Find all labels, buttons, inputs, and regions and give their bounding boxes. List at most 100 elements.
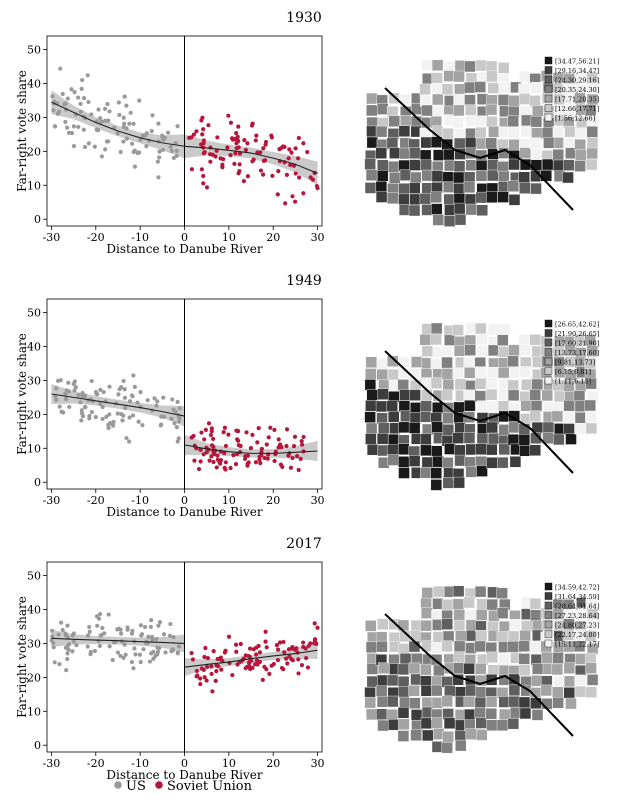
map-district	[562, 159, 575, 171]
map-district	[530, 609, 542, 621]
scatter-point	[246, 660, 252, 666]
scatter-point	[107, 421, 113, 426]
scatter-point	[66, 647, 71, 652]
map-district	[431, 445, 443, 457]
map-district	[474, 707, 486, 719]
scatter-point	[283, 656, 289, 661]
scatter-point	[78, 101, 83, 106]
scatter-point	[245, 453, 250, 458]
x-tick-label: 20	[266, 757, 280, 770]
map-legend-swatch	[544, 104, 553, 112]
map-district	[377, 662, 390, 674]
map-district	[519, 630, 531, 642]
scatter-point	[65, 125, 70, 130]
scatter-point	[118, 627, 123, 632]
scatter-point	[146, 634, 151, 640]
map-district	[441, 741, 453, 754]
map-district	[366, 136, 379, 149]
scatter-point	[116, 100, 121, 105]
map-district	[496, 631, 509, 643]
scatter-point	[110, 657, 115, 663]
scatter-point	[284, 443, 289, 449]
scatter-point	[228, 120, 234, 125]
map-district	[485, 103, 498, 116]
map-district	[431, 170, 444, 182]
scatter-point	[209, 454, 214, 459]
scatter-point	[98, 387, 103, 392]
map-district	[399, 653, 412, 665]
map-district	[553, 159, 565, 172]
scatter-point	[263, 639, 268, 644]
scatter-point	[233, 151, 238, 156]
map-district	[400, 115, 412, 127]
map-district	[574, 160, 586, 172]
map-district	[366, 663, 379, 675]
map-district	[476, 345, 489, 357]
scatter-point	[106, 118, 111, 123]
map-district	[485, 708, 497, 720]
map-district	[452, 367, 464, 380]
y-axis-title: Far-right vote share	[15, 333, 29, 455]
scatter-point	[161, 414, 167, 419]
scatter-point	[201, 173, 206, 179]
map-district	[388, 433, 400, 446]
map-district	[585, 377, 597, 390]
scatter-point	[124, 103, 129, 108]
scatter-point	[286, 647, 292, 652]
scatter-point	[149, 129, 154, 134]
scatter-point	[218, 461, 223, 466]
map-district	[442, 477, 455, 489]
map-district	[498, 181, 510, 193]
x-tick-label: 10	[222, 494, 236, 507]
map-district	[485, 377, 498, 389]
scatter-point	[175, 439, 180, 444]
map-district	[585, 422, 598, 435]
scatter-point	[289, 657, 294, 662]
map-district	[532, 105, 544, 117]
scatter-point	[130, 394, 135, 399]
scatter-point	[52, 124, 58, 129]
scatter-point	[151, 649, 156, 654]
scatter-point	[237, 168, 242, 174]
map-district	[464, 708, 476, 721]
map-district	[574, 674, 586, 687]
scatter-point	[295, 454, 300, 459]
scatter-point	[191, 132, 196, 137]
scatter-point	[260, 677, 265, 682]
map-district	[574, 685, 587, 698]
scatter-point	[274, 642, 280, 648]
scatter-point	[107, 644, 112, 649]
scatter-point	[171, 634, 176, 640]
scatter-point	[174, 153, 179, 159]
scatter-point	[202, 675, 207, 680]
scatter-point	[78, 400, 83, 405]
scatter-point	[115, 650, 121, 655]
scatter-point	[156, 175, 161, 180]
map-district	[519, 71, 531, 83]
scatter-point	[209, 671, 214, 677]
map-legend-label: [27.23,28.64]	[555, 612, 599, 620]
map-district	[400, 410, 412, 422]
scatter-point	[199, 142, 204, 147]
map-district	[410, 356, 423, 368]
map-district	[387, 454, 399, 466]
scatter-point	[66, 389, 72, 394]
map-district	[486, 367, 499, 379]
scatter-point	[213, 678, 218, 683]
map-district	[488, 126, 500, 138]
map-district	[551, 410, 564, 423]
y-axis-title: Far-right vote share	[15, 596, 29, 718]
map-district	[375, 181, 388, 193]
map-district	[432, 455, 444, 468]
scatter-point	[198, 447, 203, 452]
scatter-point	[261, 146, 266, 151]
scatter-point	[135, 400, 140, 405]
scatter-point	[96, 616, 102, 621]
scatter-point	[110, 423, 116, 428]
map-district	[573, 640, 586, 652]
map-district	[476, 333, 489, 346]
chart-panel-1949: 1949 0 10 20 30 40 50 -30 -20 -10 0 10 20 30 Distance …	[15, 273, 599, 519]
ci-band-soviet	[184, 134, 318, 186]
map-district	[586, 345, 599, 357]
map-district	[442, 424, 455, 436]
